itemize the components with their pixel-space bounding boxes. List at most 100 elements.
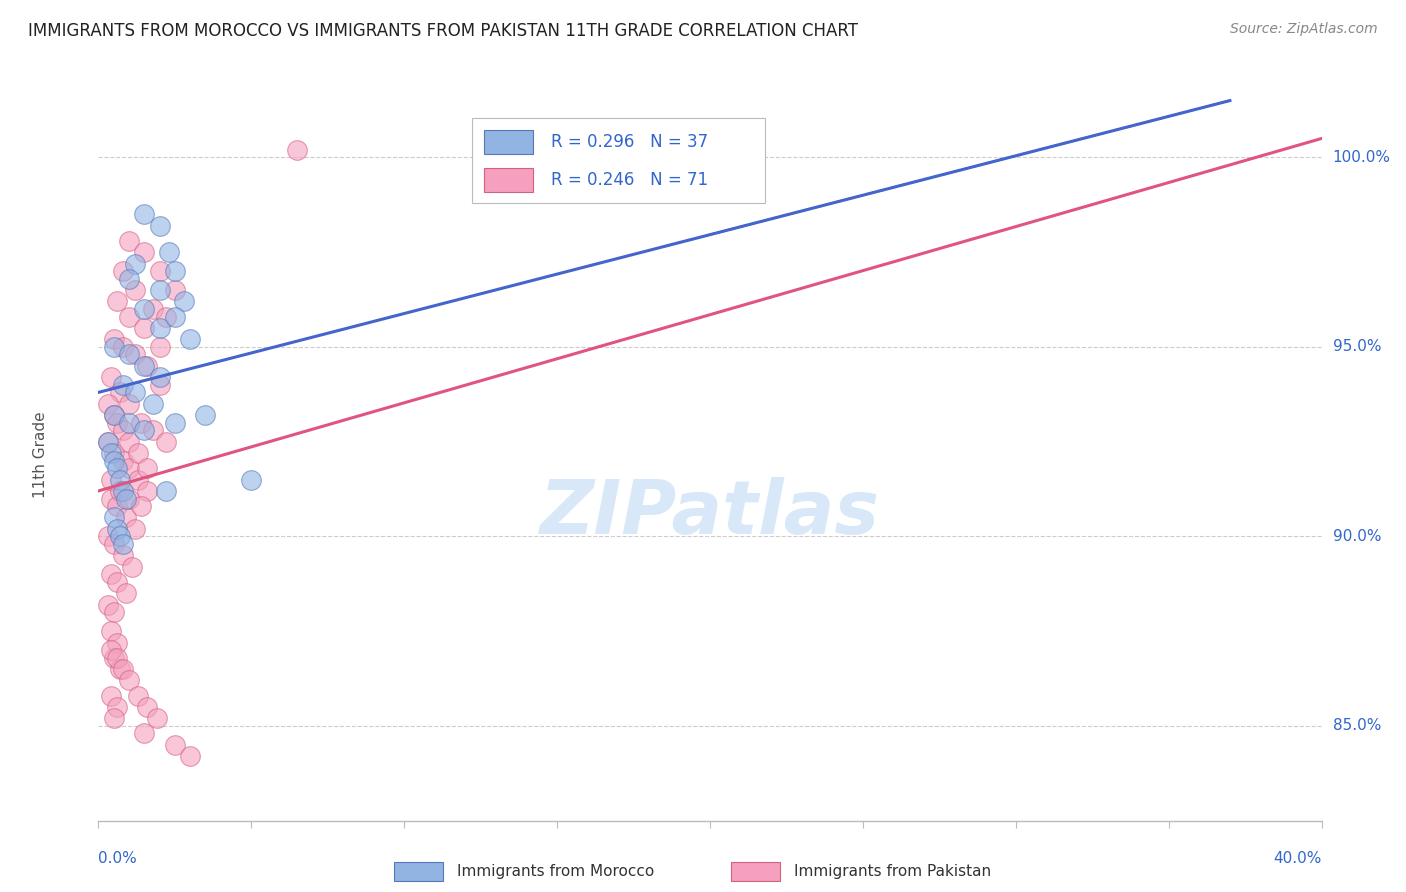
Point [149, 377, 172, 392]
Point [103, 510, 125, 524]
Point [136, 700, 159, 714]
Point [103, 453, 125, 467]
Point [155, 483, 177, 498]
Point [129, 499, 152, 513]
Point [105, 294, 128, 309]
Point [97, 434, 120, 449]
Point [100, 491, 122, 506]
Point [100, 473, 122, 487]
Point [105, 635, 128, 649]
Point [149, 264, 172, 278]
Text: Source: ZipAtlas.com: Source: ZipAtlas.com [1230, 22, 1378, 37]
Point [103, 537, 125, 551]
Point [149, 321, 172, 335]
Point [103, 650, 125, 665]
Point [240, 473, 263, 487]
Point [97, 397, 120, 411]
Point [163, 264, 186, 278]
Point [103, 446, 125, 460]
Point [149, 340, 172, 354]
Point [129, 416, 152, 430]
Point [157, 245, 180, 260]
Point [100, 624, 122, 639]
Point [103, 332, 125, 346]
Point [142, 301, 165, 316]
Point [136, 461, 159, 475]
Point [124, 385, 146, 400]
Point [163, 283, 186, 297]
Point [118, 434, 141, 449]
Point [111, 537, 134, 551]
Point [115, 586, 138, 600]
Point [118, 673, 141, 688]
Point [149, 283, 172, 297]
Point [118, 271, 141, 285]
Point [108, 483, 131, 498]
Text: 100.0%: 100.0% [1333, 150, 1391, 165]
Point [134, 207, 156, 221]
Point [118, 461, 141, 475]
Text: Immigrants from Pakistan: Immigrants from Pakistan [794, 864, 991, 879]
Point [124, 347, 146, 361]
Point [118, 397, 141, 411]
Point [142, 423, 165, 437]
Point [145, 711, 167, 725]
FancyBboxPatch shape [484, 130, 533, 153]
Point [134, 423, 156, 437]
Point [134, 245, 156, 260]
Point [118, 310, 141, 324]
Point [108, 662, 131, 676]
Point [100, 689, 122, 703]
Point [149, 370, 172, 384]
Point [105, 416, 128, 430]
Point [134, 359, 156, 373]
Point [127, 473, 149, 487]
Point [111, 483, 134, 498]
Point [103, 340, 125, 354]
Point [118, 491, 141, 506]
Point [134, 301, 156, 316]
Point [121, 559, 143, 574]
Point [100, 567, 122, 582]
Text: 95.0%: 95.0% [1333, 340, 1381, 354]
Point [118, 416, 141, 430]
Point [118, 234, 141, 248]
Text: 40.0%: 40.0% [1274, 851, 1322, 866]
Point [124, 256, 146, 270]
Text: R = 0.296   N = 37: R = 0.296 N = 37 [551, 133, 709, 151]
Point [97, 598, 120, 612]
Point [111, 549, 134, 563]
Point [124, 522, 146, 536]
Text: R = 0.246   N = 71: R = 0.246 N = 71 [551, 171, 709, 189]
Point [105, 461, 128, 475]
Text: IMMIGRANTS FROM MOROCCO VS IMMIGRANTS FROM PAKISTAN 11TH GRADE CORRELATION CHART: IMMIGRANTS FROM MOROCCO VS IMMIGRANTS FR… [28, 22, 858, 40]
Point [111, 453, 134, 467]
Point [111, 662, 134, 676]
Point [155, 310, 177, 324]
Point [163, 310, 186, 324]
Point [97, 529, 120, 543]
Point [115, 510, 138, 524]
Point [105, 650, 128, 665]
Point [134, 726, 156, 740]
Point [134, 321, 156, 335]
Point [108, 385, 131, 400]
FancyBboxPatch shape [471, 119, 765, 202]
Text: 0.0%: 0.0% [98, 851, 138, 866]
Point [100, 643, 122, 657]
Text: ZIPatlas: ZIPatlas [540, 477, 880, 550]
Text: 11th Grade: 11th Grade [32, 411, 48, 499]
Text: 85.0%: 85.0% [1333, 718, 1381, 733]
Point [136, 359, 159, 373]
Point [100, 446, 122, 460]
Point [173, 294, 195, 309]
FancyBboxPatch shape [484, 169, 533, 192]
Point [108, 529, 131, 543]
Point [111, 264, 134, 278]
Point [127, 446, 149, 460]
Point [111, 340, 134, 354]
Point [115, 491, 138, 506]
Point [163, 416, 186, 430]
Point [103, 408, 125, 422]
Point [127, 689, 149, 703]
